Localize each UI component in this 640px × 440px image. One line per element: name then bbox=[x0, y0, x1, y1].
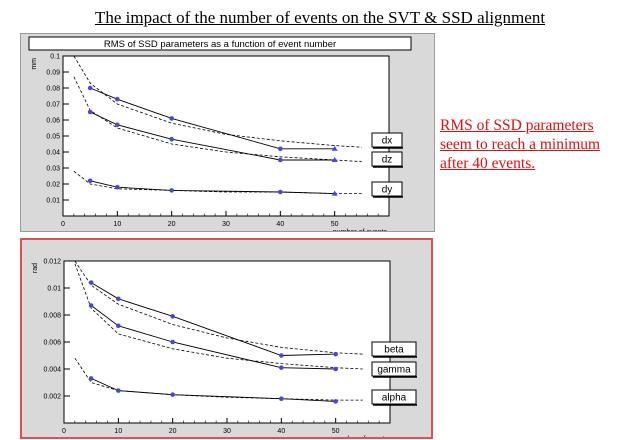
data-point bbox=[169, 136, 174, 142]
data-point bbox=[279, 365, 284, 370]
data-point bbox=[116, 323, 121, 329]
data-point bbox=[169, 188, 174, 193]
data-point bbox=[278, 157, 283, 163]
y-tick-label: 0.04 bbox=[46, 150, 60, 157]
data-point bbox=[278, 146, 283, 152]
series-fit-curve bbox=[73, 76, 362, 162]
series-label-box bbox=[371, 151, 403, 167]
x-tick-label: 10 bbox=[113, 221, 121, 228]
data-point bbox=[116, 296, 121, 302]
series-label: alpha bbox=[382, 393, 407, 404]
data-point bbox=[115, 122, 120, 128]
data-point bbox=[333, 399, 338, 404]
y-tick-label: 0.05 bbox=[46, 134, 60, 141]
y-tick-label: 0.08 bbox=[46, 86, 60, 93]
x-tick-label: 20 bbox=[169, 428, 177, 435]
data-point bbox=[279, 353, 284, 358]
data-point bbox=[87, 85, 93, 91]
data-point bbox=[88, 376, 94, 381]
series-fit-curve bbox=[74, 357, 363, 401]
data-point bbox=[333, 366, 338, 372]
data-point bbox=[331, 190, 338, 196]
series-label-box bbox=[371, 389, 417, 405]
x-tick-label: 40 bbox=[277, 428, 285, 435]
data-point bbox=[88, 280, 94, 285]
y-tick-label: 0.012 bbox=[43, 259, 61, 266]
series-label: beta bbox=[384, 345, 404, 356]
x-tick-label: 0 bbox=[61, 221, 65, 228]
data-point bbox=[115, 96, 120, 102]
y-axis-label: mm bbox=[31, 58, 38, 70]
y-tick-label: 0.07 bbox=[46, 102, 60, 109]
y-tick-label: 0.09 bbox=[46, 70, 60, 77]
data-point bbox=[331, 145, 338, 151]
series-label: dy bbox=[382, 185, 393, 196]
data-point bbox=[87, 178, 93, 184]
data-point bbox=[170, 339, 175, 345]
chart-title-box bbox=[28, 36, 412, 51]
ssd-position-rms-panel: RMS of SSD parameters as a function of e… bbox=[20, 33, 435, 232]
x-tick-label: 50 bbox=[331, 221, 339, 228]
data-point bbox=[170, 392, 175, 397]
data-point bbox=[333, 351, 338, 357]
y-tick-label: 0.03 bbox=[46, 166, 60, 173]
y-tick-label: 0.02 bbox=[46, 182, 60, 189]
series-label-box bbox=[371, 181, 403, 197]
slide-title: The impact of the number of events on th… bbox=[94, 8, 546, 27]
ssd-angle-rms-panel: 0 10 20 30 40 50 0.002 0.004 0.006 0.008 0.01 0.012… bbox=[20, 238, 433, 439]
y-tick-label: 0.1 bbox=[50, 54, 60, 61]
x-tick-label: 10 bbox=[114, 428, 122, 435]
series-label-box bbox=[371, 132, 403, 148]
note-line: after 40 events. bbox=[440, 155, 536, 172]
series-label-box bbox=[371, 361, 417, 377]
data-point bbox=[279, 396, 284, 401]
y-tick-label: 0.002 bbox=[43, 394, 61, 401]
x-tick-label: 40 bbox=[276, 221, 284, 228]
y-tick-label: 0.06 bbox=[46, 118, 60, 125]
data-point bbox=[170, 314, 175, 319]
x-tick-label: 20 bbox=[168, 221, 176, 228]
series-fit-curve bbox=[73, 55, 362, 148]
chart-title: RMS of SSD parameters as a function of e… bbox=[104, 39, 336, 50]
x-axis-label: number of events bbox=[334, 436, 389, 437]
x-tick-label: 50 bbox=[332, 428, 340, 435]
y-tick-label: 0.01 bbox=[46, 198, 60, 205]
series-label: gamma bbox=[377, 365, 411, 376]
y-tick-label: 0.004 bbox=[43, 367, 61, 374]
x-tick-label: 30 bbox=[223, 428, 231, 435]
data-point bbox=[87, 109, 93, 115]
series-label-box bbox=[371, 341, 417, 357]
series-fit-curve bbox=[74, 263, 363, 370]
note-line: RMS of SSD parameters bbox=[440, 117, 594, 134]
data-point bbox=[169, 116, 174, 121]
y-tick-label: 0.008 bbox=[43, 313, 61, 320]
note-line: seem to reach a minimum bbox=[440, 136, 601, 153]
data-point bbox=[115, 184, 120, 190]
y-tick-label: 0.01 bbox=[47, 286, 61, 293]
x-tick-label: 0 bbox=[62, 428, 66, 435]
y-tick-label: 0.006 bbox=[43, 340, 61, 347]
series-label: dx bbox=[382, 136, 393, 147]
data-point bbox=[116, 388, 121, 393]
plot-area bbox=[63, 260, 391, 424]
series-label: dz bbox=[382, 155, 393, 166]
ssd-angle-rms-chart: 0 10 20 30 40 50 0.002 0.004 0.006 0.008 0.01 0.012… bbox=[32, 259, 417, 437]
conclusion-note: RMS of SSD parameters seem to reach a mi… bbox=[440, 116, 636, 173]
y-axis-label: rad bbox=[32, 263, 39, 273]
data-point bbox=[88, 303, 94, 308]
x-axis-label: number of events bbox=[333, 229, 388, 231]
data-point bbox=[331, 157, 338, 162]
x-tick-label: 30 bbox=[222, 221, 230, 228]
ssd-position-rms-chart: RMS of SSD parameters as a function of e… bbox=[28, 36, 412, 231]
data-point bbox=[278, 189, 283, 195]
series-fit-curve bbox=[74, 260, 363, 355]
